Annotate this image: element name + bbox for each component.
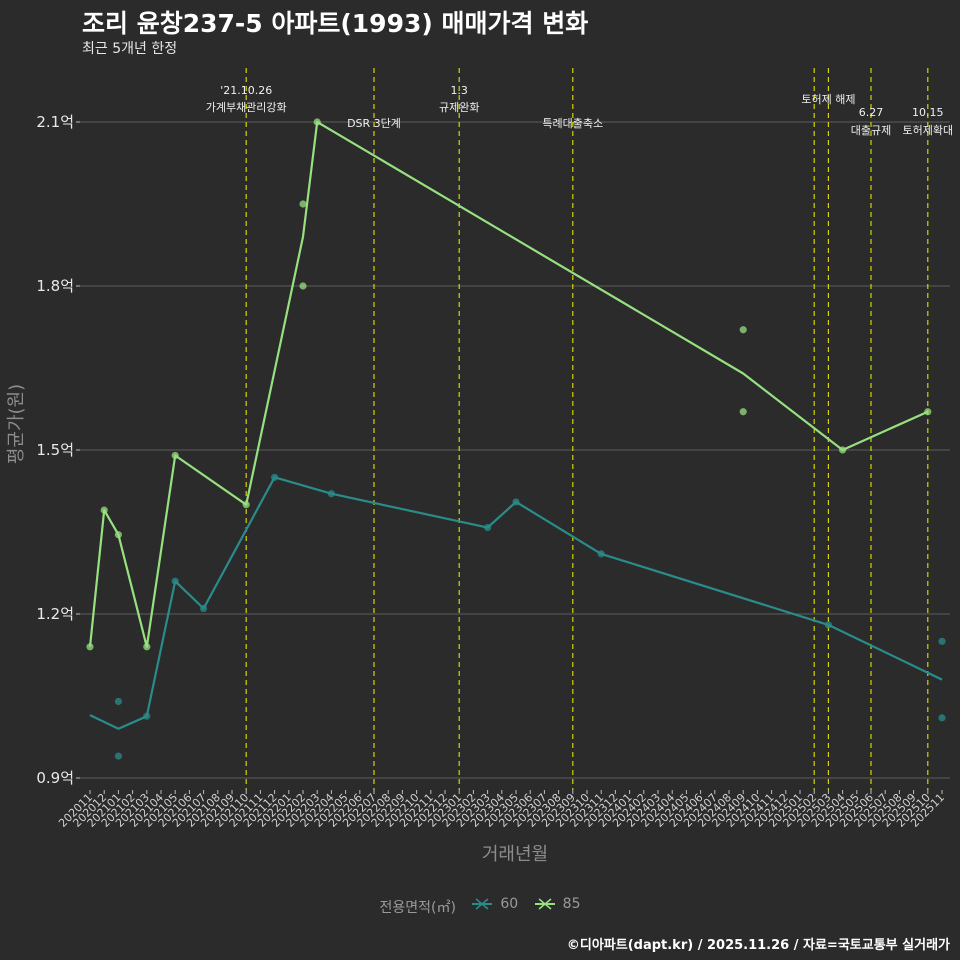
- data-point-60: [938, 637, 946, 645]
- data-point-85: [839, 446, 847, 454]
- y-tick-label: 1.5억: [36, 441, 74, 459]
- data-point-85: [86, 643, 94, 651]
- policy-name-label: 규제완화: [439, 101, 479, 114]
- legend-item-85: 85: [533, 896, 581, 912]
- chart-title: 조리 윤창237-5 아파트(1993) 매매가격 변화: [82, 9, 589, 38]
- series-line-60: [89, 476, 943, 730]
- axis-layer: 0.9억1.2억1.5억1.8억2.1억평균가(원)20201120201220…: [6, 113, 947, 865]
- policy-date-label: 6.27: [859, 106, 884, 119]
- policy-date-label: 1.3: [450, 84, 468, 97]
- series-layer: [86, 118, 946, 760]
- y-tick-label: 1.2억: [36, 605, 74, 623]
- data-point-60: [824, 621, 833, 629]
- policy-name-label: 특례대출축소: [542, 117, 603, 130]
- data-point-60: [143, 712, 151, 720]
- data-point-85: [114, 531, 122, 539]
- policy-date-label: 10.15: [912, 106, 944, 119]
- data-point-85: [739, 326, 747, 334]
- data-point-60: [938, 714, 946, 722]
- y-tick-label: 2.1억: [36, 113, 74, 131]
- policy-name-label: 토허제확대: [902, 124, 953, 137]
- data-point-60: [271, 473, 279, 481]
- data-point-60: [597, 550, 605, 558]
- data-point-60: [200, 604, 208, 613]
- legend-label-85: 85: [562, 896, 581, 912]
- data-point-85: [143, 643, 151, 651]
- series-line-85: [88, 120, 929, 648]
- data-point-60: [114, 697, 122, 706]
- legend-swatch-60-icon: [472, 898, 493, 910]
- data-point-85: [924, 408, 932, 416]
- x-axis-title: 거래년월: [482, 844, 548, 865]
- chart-subtitle: 최근 5개년 한정: [82, 41, 178, 57]
- data-point-85: [299, 200, 307, 208]
- data-point-85: [299, 282, 307, 290]
- data-point-60: [114, 752, 122, 760]
- data-point-60: [484, 524, 492, 532]
- policy-name-label: 대출규제: [851, 124, 891, 137]
- legend-label-60: 60: [500, 896, 519, 912]
- data-point-60: [327, 490, 335, 498]
- y-tick-label: 1.8억: [36, 277, 74, 295]
- legend-item-60: 60: [470, 896, 518, 912]
- data-point-85: [171, 451, 179, 460]
- y-axis-title: 평균가(원): [6, 384, 27, 464]
- grid-layer: [80, 121, 950, 779]
- policy-name-label: DSR 3단계: [347, 117, 401, 130]
- source-caption: ©디아파트(dapt.kr) / 2025.11.26 / 자료=국토교통부 실…: [566, 938, 950, 953]
- legend-swatch-85-icon: [534, 898, 555, 910]
- policy-name-label: 토허제 해제: [801, 92, 855, 106]
- data-point-85: [242, 501, 250, 509]
- data-point-85: [313, 118, 321, 126]
- legend: 전용면적(㎡) 60 85: [0, 896, 960, 917]
- data-point-60: [171, 577, 179, 585]
- data-point-85: [100, 506, 108, 514]
- data-point-85: [739, 408, 747, 416]
- legend-title: 전용면적(㎡): [379, 900, 456, 916]
- policy-date-label: '21.10.26: [220, 84, 272, 97]
- policy-name-label: 가계부채관리강화: [206, 101, 287, 114]
- y-tick-label: 0.9억: [36, 769, 74, 787]
- data-point-60: [512, 498, 520, 506]
